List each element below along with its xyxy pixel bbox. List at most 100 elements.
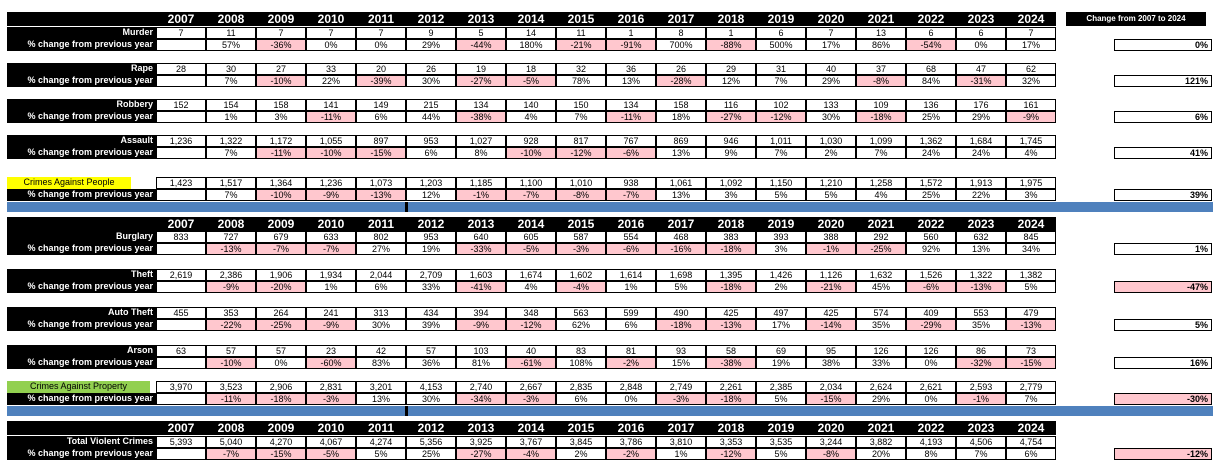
total-violent-crimes-pct-2016: -2% bbox=[606, 448, 656, 460]
murder-pct-2021: 86% bbox=[856, 39, 906, 51]
theft-pct-2015: -4% bbox=[556, 281, 606, 293]
auto-theft-change-2007-2024: 5% bbox=[1114, 319, 1212, 331]
crimes-against-property-pct-2012: 30% bbox=[406, 393, 456, 405]
arson-value-2021: 126 bbox=[856, 345, 906, 357]
crimes-against-property-pct-2014: -3% bbox=[506, 393, 556, 405]
total-violent-crimes-value-2016: 3,786 bbox=[606, 436, 656, 448]
burglary-value-2008: 727 bbox=[206, 231, 256, 243]
rape-value-2008: 30 bbox=[206, 63, 256, 75]
robbery-pct-2008: 1% bbox=[206, 111, 256, 123]
burglary-pct-2013: -33% bbox=[456, 243, 506, 255]
assault-value-2009: 1,172 bbox=[256, 135, 306, 147]
arson-pct-2016: -2% bbox=[606, 357, 656, 369]
arson-pct-2023: -32% bbox=[956, 357, 1006, 369]
robbery-pct-2014: 4% bbox=[506, 111, 556, 123]
murder-pct-2017: 700% bbox=[656, 39, 706, 51]
crimes-against-people-pct-2012: 12% bbox=[406, 189, 456, 201]
total-violent-crimes-pct-2018: -12% bbox=[706, 448, 756, 460]
crimes-against-people-value-2022: 1,572 bbox=[906, 177, 956, 189]
rape-label: Rape bbox=[7, 63, 156, 75]
crimes-against-property-value-2011: 3,201 bbox=[356, 381, 406, 393]
murder-value-2020: 7 bbox=[806, 27, 856, 39]
rape-pct-2016: 13% bbox=[606, 75, 656, 87]
burglary-value-2007: 833 bbox=[156, 231, 206, 243]
rape-pct-2009: -10% bbox=[256, 75, 306, 87]
year-header-2013: 2013 bbox=[456, 421, 506, 435]
auto-theft-pct-2023: 35% bbox=[956, 319, 1006, 331]
total-violent-crimes-value-2012: 5,356 bbox=[406, 436, 456, 448]
year-header-2016: 2016 bbox=[606, 217, 656, 231]
assault-pct-2021: 7% bbox=[856, 147, 906, 159]
crimes-against-people-value-2021: 1,258 bbox=[856, 177, 906, 189]
assault-pct-2017: 13% bbox=[656, 147, 706, 159]
header-spacer bbox=[1056, 12, 1062, 26]
crimes-against-people-value-2010: 1,236 bbox=[306, 177, 356, 189]
robbery-value-2014: 140 bbox=[506, 99, 556, 111]
crimes-against-people-pct-2011: -13% bbox=[356, 189, 406, 201]
year-header-2008: 2008 bbox=[206, 12, 256, 26]
auto-theft-value-2014: 348 bbox=[506, 307, 556, 319]
crimes-against-property-pct-2017: -3% bbox=[656, 393, 706, 405]
section-separator-band-1-divider bbox=[405, 202, 408, 212]
crimes-against-property-value-2018: 2,261 bbox=[706, 381, 756, 393]
auto-theft-pct-2020: -14% bbox=[806, 319, 856, 331]
murder-pct-2007 bbox=[156, 39, 206, 51]
assault-value-2017: 869 bbox=[656, 135, 706, 147]
theft-pct-2011: 6% bbox=[356, 281, 406, 293]
theft-value-2007: 2,619 bbox=[156, 269, 206, 281]
year-header-2021: 2021 bbox=[856, 421, 906, 435]
auto-theft-value-2012: 434 bbox=[406, 307, 456, 319]
crimes-against-property-value-2008: 3,523 bbox=[206, 381, 256, 393]
murder-pct-2015: -21% bbox=[556, 39, 606, 51]
murder-pct-2022: -54% bbox=[906, 39, 956, 51]
crimes-against-property-value-2012: 4,153 bbox=[406, 381, 456, 393]
total-violent-crimes-value-2009: 4,270 bbox=[256, 436, 306, 448]
rape-value-2023: 47 bbox=[956, 63, 1006, 75]
auto-theft-pct-2009: -25% bbox=[256, 319, 306, 331]
crimes-against-property-value-2019: 2,385 bbox=[756, 381, 806, 393]
auto-theft-value-2018: 425 bbox=[706, 307, 756, 319]
theft-pct-2008: -9% bbox=[206, 281, 256, 293]
robbery-pct-2015: 7% bbox=[556, 111, 606, 123]
assault-change-2007-2024: 41% bbox=[1114, 147, 1212, 159]
year-header-2007: 2007 bbox=[156, 421, 206, 435]
murder-pct-2016: -91% bbox=[606, 39, 656, 51]
rape-value-2024: 62 bbox=[1006, 63, 1056, 75]
arson-value-2007: 63 bbox=[156, 345, 206, 357]
auto-theft-value-2015: 563 bbox=[556, 307, 606, 319]
total-violent-crimes-value-2018: 3,353 bbox=[706, 436, 756, 448]
arson-pct-2015: 108% bbox=[556, 357, 606, 369]
assault-value-2011: 897 bbox=[356, 135, 406, 147]
arson-value-2024: 73 bbox=[1006, 345, 1056, 357]
auto-theft-pct-2022: -29% bbox=[906, 319, 956, 331]
murder-value-2013: 5 bbox=[456, 27, 506, 39]
theft-pct-label: % change from previous year bbox=[7, 281, 156, 293]
robbery-pct-2009: 3% bbox=[256, 111, 306, 123]
auto-theft-value-2009: 264 bbox=[256, 307, 306, 319]
year-header-2016: 2016 bbox=[606, 421, 656, 435]
theft-pct-2024: 5% bbox=[1006, 281, 1056, 293]
burglary-pct-2018: -18% bbox=[706, 243, 756, 255]
crimes-against-property-pct-2024: 7% bbox=[1006, 393, 1056, 405]
total-violent-crimes-value-2014: 3,767 bbox=[506, 436, 556, 448]
year-header-2017: 2017 bbox=[656, 421, 706, 435]
assault-pct-2020: 2% bbox=[806, 147, 856, 159]
rape-value-2020: 40 bbox=[806, 63, 856, 75]
theft-pct-2023: -13% bbox=[956, 281, 1006, 293]
arson-change-2007-2024: 16% bbox=[1114, 357, 1212, 369]
crimes-against-property-pct-2013: -34% bbox=[456, 393, 506, 405]
crimes-against-people-value-2013: 1,185 bbox=[456, 177, 506, 189]
crimes-against-people-change-2007-2024: 39% bbox=[1114, 189, 1212, 201]
theft-value-2008: 2,386 bbox=[206, 269, 256, 281]
crimes-against-people-value-2020: 1,210 bbox=[806, 177, 856, 189]
year-header-2023: 2023 bbox=[956, 217, 1006, 231]
burglary-value-2016: 554 bbox=[606, 231, 656, 243]
assault-label: Assault bbox=[7, 135, 156, 147]
crimes-against-property-pct-label: % change from previous year bbox=[7, 393, 156, 405]
arson-pct-2022: 0% bbox=[906, 357, 956, 369]
burglary-value-2019: 393 bbox=[756, 231, 806, 243]
arson-pct-2019: 19% bbox=[756, 357, 806, 369]
assault-pct-2018: 9% bbox=[706, 147, 756, 159]
arson-pct-2014: -61% bbox=[506, 357, 556, 369]
